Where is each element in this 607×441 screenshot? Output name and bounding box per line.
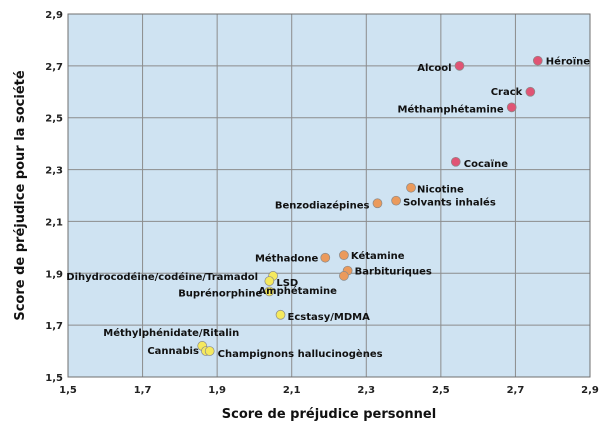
plot-area — [68, 14, 590, 377]
label-barbituriques: Barbituriques — [355, 267, 432, 278]
point-heroine — [532, 55, 543, 66]
point-crack — [525, 86, 536, 97]
y-tick-label: 2,3 — [45, 166, 63, 177]
label-buprenorphine: Buprénorphine — [178, 287, 262, 299]
point-buprenorphine — [264, 286, 275, 297]
label-cannabis: Cannabis — [147, 346, 199, 357]
point-lsd — [264, 276, 275, 286]
point-ecstasy-mdma — [275, 309, 286, 320]
y-tick-label: 2,5 — [45, 114, 63, 125]
point-ketamine — [339, 250, 349, 260]
label-amphetamine: Amphétamine — [258, 285, 337, 297]
label-crack: Crack — [491, 87, 523, 98]
label-ketamine: Kétamine — [351, 250, 405, 262]
label-ecstasy-mdma: Ecstasy/MDMA — [288, 312, 371, 323]
label-cocaine: Cocaïne — [464, 159, 508, 170]
y-tick-label: 2,1 — [45, 217, 63, 228]
point-alcool — [454, 61, 465, 71]
x-tick-label: 1,7 — [134, 385, 152, 396]
point-solvants-inhales — [391, 195, 401, 206]
point-methamphetamine — [506, 102, 517, 113]
point-champignons-hallucinogenes — [204, 346, 215, 356]
label-benzodiazepines: Benzodiazépines — [275, 199, 370, 211]
data-points — [197, 55, 543, 356]
label-solvants-inhales: Solvants inhalés — [403, 197, 496, 209]
x-tick-label: 2,1 — [283, 385, 301, 396]
plot-frame — [67, 13, 591, 378]
y-tick-label: 2,7 — [45, 62, 63, 73]
label-heroine: Héroïne — [546, 56, 591, 68]
label-dihydrocodeine-codeine-tramadol: Dihydrocodéine/codéine/Tramadol — [66, 271, 258, 283]
point-amphetamine — [339, 271, 349, 281]
point-benzodiazepines — [372, 198, 383, 209]
y-tick-label: 1,9 — [45, 269, 63, 280]
point-cocaine — [450, 156, 461, 167]
y-axis-title: Score de préjudice pour la société — [13, 70, 28, 321]
x-tick-label: 1,9 — [208, 385, 226, 396]
label-lsd: LSD — [276, 278, 298, 289]
label-methadone: Méthadone — [255, 253, 319, 265]
label-methylphenidate-ritalin: Méthylphénidate/Ritalin — [103, 327, 239, 339]
y-tick-label: 1,7 — [45, 321, 63, 332]
label-alcool: Alcool — [417, 63, 451, 74]
label-champignons-hallucinogenes: Champignons hallucinogènes — [218, 348, 383, 360]
x-tick-label: 2,9 — [581, 385, 599, 396]
label-methamphetamine: Méthamphétamine — [398, 103, 504, 115]
x-tick-label: 1,5 — [59, 385, 77, 396]
y-tick-label: 1,5 — [45, 373, 63, 384]
x-tick-label: 2,3 — [357, 385, 375, 396]
label-nicotine: Nicotine — [417, 185, 464, 196]
tick-labels: 1,5 1,7 1,9 2,1 2,3 2,5 2,7 2,9 1,5 1,7 1,9 2,1 2,3 2… — [45, 10, 599, 396]
x-tick-label: 2,5 — [432, 385, 450, 396]
x-tick-label: 2,7 — [507, 385, 525, 396]
point-labels: Héroïne Alcool Crack Méthamphétamine Cocaïne… — [66, 56, 590, 360]
y-tick-label: 2,9 — [45, 10, 63, 21]
point-nicotine — [406, 182, 416, 193]
point-methadone — [320, 252, 331, 263]
x-axis-title: Score de préjudice personnel — [222, 407, 436, 422]
